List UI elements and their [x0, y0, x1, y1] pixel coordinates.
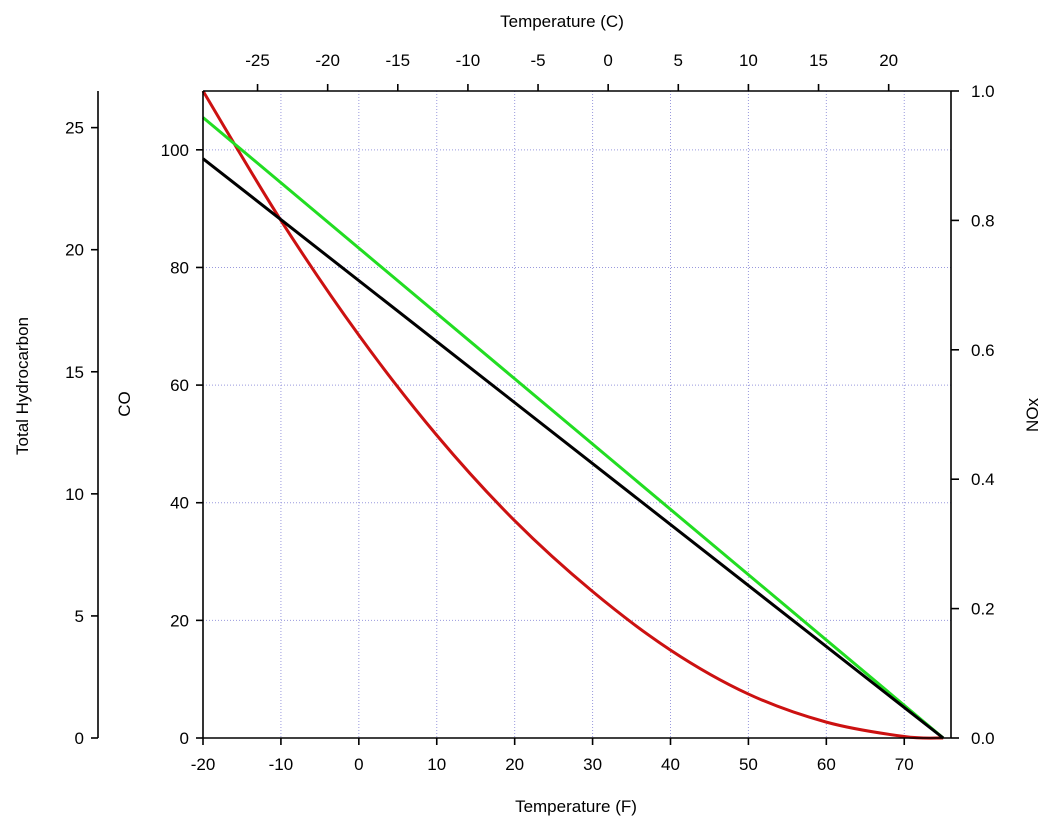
grid-lines — [202, 91, 951, 739]
x2-tick-label: 0 — [603, 51, 612, 70]
thc-tick-label: 25 — [65, 119, 84, 138]
x2-tick-label: -15 — [386, 51, 411, 70]
x2-tick-label: 20 — [879, 51, 898, 70]
nox-tick-label: 0.6 — [971, 341, 995, 360]
co-tick-label: 20 — [170, 611, 189, 630]
x2-tick-label: -10 — [456, 51, 481, 70]
x-tick-label: 0 — [354, 755, 363, 774]
series-line-co — [202, 157, 945, 740]
nox-tick-label: 0.8 — [971, 211, 995, 230]
x-tick-label: 10 — [427, 755, 446, 774]
co-tick-label: 80 — [170, 258, 189, 277]
x2-tick-label: -25 — [245, 51, 270, 70]
x-tick-label: 40 — [661, 755, 680, 774]
x-tick-label: -20 — [191, 755, 216, 774]
thc-tick-label: 10 — [65, 485, 84, 504]
series-line-thc — [201, 90, 944, 740]
co-tick-label: 100 — [161, 141, 189, 160]
x2-tick-label: -5 — [530, 51, 545, 70]
nox-tick-label: 1.0 — [971, 82, 995, 101]
thc-tick-label: 5 — [75, 607, 84, 626]
nox-tick-label: 0.4 — [971, 470, 995, 489]
nox-tick-label: 0.0 — [971, 729, 995, 748]
thc-tick-label: 20 — [65, 241, 84, 260]
co-tick-label: 60 — [170, 376, 189, 395]
x-tick-label: 20 — [505, 755, 524, 774]
x2-tick-label: -20 — [315, 51, 340, 70]
nox-axis-title: NOx — [1023, 398, 1042, 433]
co-tick-label: 0 — [180, 729, 189, 748]
nox-tick-label: 0.2 — [971, 600, 995, 619]
thc-tick-label: 0 — [75, 729, 84, 748]
co-tick-label: 40 — [170, 494, 189, 513]
co-axis-title: CO — [115, 391, 134, 417]
x-tick-label: 60 — [817, 755, 836, 774]
x2-tick-label: 10 — [739, 51, 758, 70]
x-tick-label: 30 — [583, 755, 602, 774]
axes: -20 -10 0 10 20 30 40 50 60 70-25 -20 -15 -10 -5 0 5 10 1… — [65, 51, 995, 774]
x2-axis-title: Temperature (C) — [500, 12, 624, 31]
series-lines — [201, 90, 945, 740]
x2-tick-label: 5 — [674, 51, 683, 70]
x-tick-label: 50 — [739, 755, 758, 774]
x-tick-label: -10 — [269, 755, 294, 774]
thc-tick-label: 15 — [65, 363, 84, 382]
x-axis-title: Temperature (F) — [515, 797, 637, 816]
series-line-co — [202, 116, 945, 740]
x-tick-label: 70 — [895, 755, 914, 774]
thc-axis-title: Total Hydrocarbon — [13, 317, 32, 455]
x2-tick-label: 15 — [809, 51, 828, 70]
